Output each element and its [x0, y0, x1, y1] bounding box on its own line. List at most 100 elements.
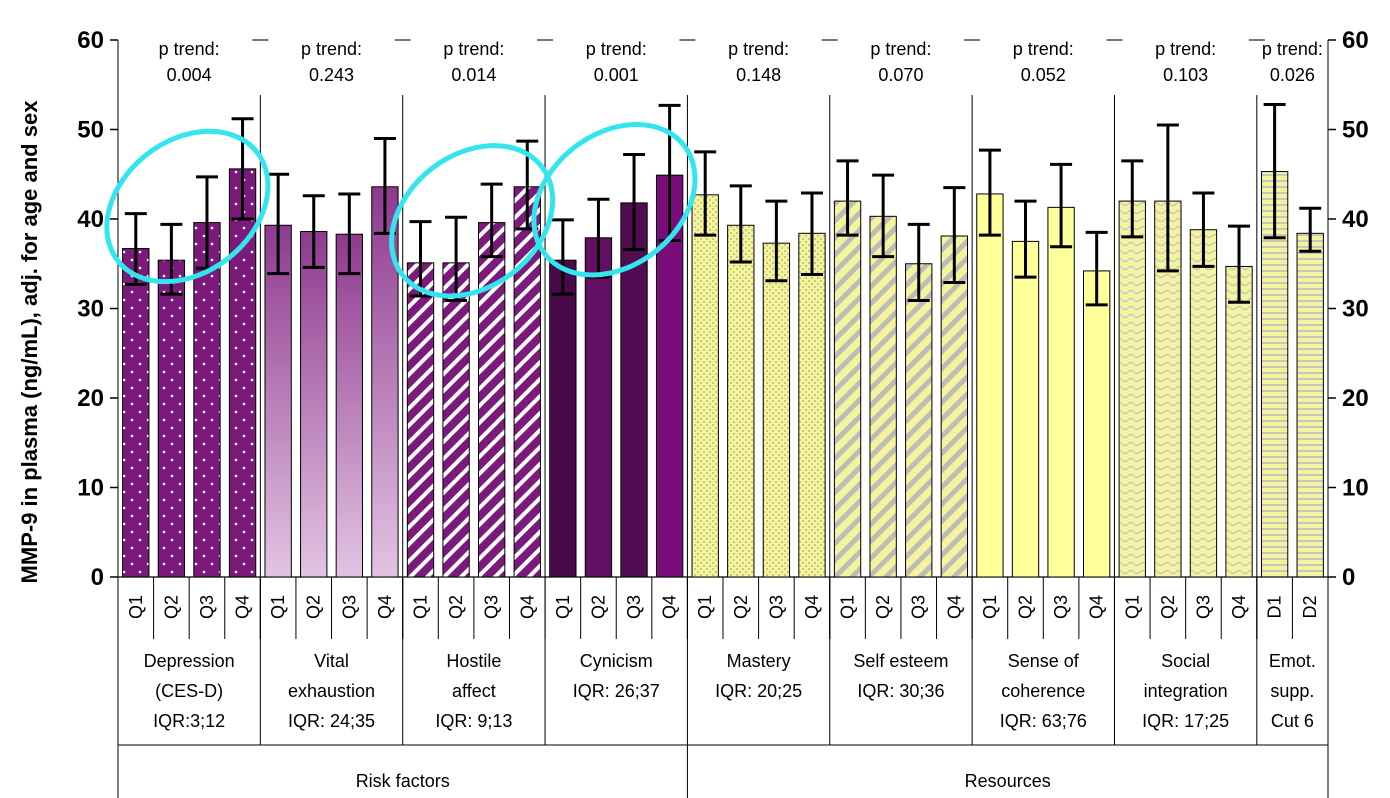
- bar: [406, 262, 435, 578]
- supergroup-label: Resources: [965, 771, 1051, 791]
- bar: [727, 224, 755, 578]
- bar: [442, 262, 470, 578]
- category-label: Q1: [695, 595, 715, 619]
- category-label: Q2: [1016, 595, 1036, 619]
- group-label: Vital: [314, 651, 349, 671]
- p-trend-label: p trend:: [443, 39, 504, 59]
- category-label: Q1: [980, 595, 1000, 619]
- group-label: (CES-D): [155, 681, 223, 701]
- bar: [264, 224, 292, 578]
- p-trend-label: 0.004: [167, 65, 212, 85]
- group-label: Hostile: [446, 651, 501, 671]
- group-label: IQR: 9;13: [435, 711, 512, 731]
- category-label: Q1: [126, 595, 146, 619]
- bar: [976, 193, 1004, 578]
- p-trend-label: 0.001: [594, 65, 639, 85]
- p-trend-label: p trend:: [728, 39, 789, 59]
- y-tick-label-right: 40: [1342, 206, 1369, 233]
- bar: [1118, 200, 1146, 578]
- p-trend-label: p trend:: [586, 39, 647, 59]
- category-label: Q3: [624, 595, 644, 619]
- category-label: Q4: [233, 595, 253, 619]
- bar: [157, 259, 186, 578]
- y-tick-label-right: 10: [1342, 475, 1369, 502]
- bar: [905, 263, 933, 578]
- group-label: Self esteem: [853, 651, 948, 671]
- category-label: D2: [1300, 595, 1320, 618]
- group-label: Depression: [144, 651, 235, 671]
- y-tick-label-left: 40: [77, 206, 104, 233]
- group-label: Sense of: [1008, 651, 1080, 671]
- p-trend-label: p trend:: [159, 39, 220, 59]
- bar: [691, 194, 719, 578]
- group-label: Social: [1161, 651, 1210, 671]
- category-label: Q1: [553, 595, 573, 619]
- group-label: Cynicism: [580, 651, 653, 671]
- bar: [584, 237, 613, 578]
- category-label: Q4: [517, 595, 537, 619]
- bar: [798, 232, 826, 578]
- p-trend-label: 0.103: [1163, 65, 1208, 85]
- y-tick-label-left: 50: [77, 117, 104, 144]
- category-label: Q1: [268, 595, 288, 619]
- y-tick-label-right: 60: [1342, 27, 1369, 54]
- group-label: IQR: 63;76: [1000, 711, 1087, 731]
- y-tick-label-left: 10: [77, 475, 104, 502]
- bars-layer: [122, 102, 1324, 578]
- p-trend-label: p trend:: [1262, 39, 1323, 59]
- bar: [940, 235, 968, 578]
- group-label: IQR: 20;25: [715, 681, 802, 701]
- group-label: affect: [452, 681, 496, 701]
- group-label: IQR: 26;37: [573, 681, 660, 701]
- category-label: Q3: [909, 595, 929, 619]
- p-trend-label: 0.243: [309, 65, 354, 85]
- category-label: Q3: [482, 595, 502, 619]
- category-label: D1: [1265, 595, 1285, 618]
- bar: [762, 242, 791, 578]
- group-label: Cut 6: [1271, 711, 1314, 731]
- category-label: Q2: [873, 595, 893, 619]
- bar: [1083, 270, 1111, 578]
- y-tick-label-left: 20: [77, 385, 104, 412]
- highlight-ellipse: [104, 128, 271, 285]
- p-trend-label: 0.014: [451, 65, 496, 85]
- category-label: Q1: [1122, 595, 1142, 619]
- bar: [335, 233, 363, 578]
- category-label: Q1: [411, 595, 431, 619]
- bar: [122, 248, 150, 578]
- category-label: Q4: [660, 595, 680, 619]
- bar: [549, 259, 577, 578]
- p-trend-label: 0.052: [1021, 65, 1066, 85]
- category-label: Q1: [838, 595, 858, 619]
- y-tick-label-right: 20: [1342, 385, 1369, 412]
- y-axis-title: MMP-9 in plasma (ng/mL), adj. for age an…: [17, 100, 42, 584]
- bar: [478, 222, 506, 578]
- group-label: IQR: 24;35: [288, 711, 375, 731]
- category-label: Q3: [1193, 595, 1213, 619]
- y-tick-label-right: 0: [1342, 564, 1355, 591]
- group-label: Emot.: [1269, 651, 1316, 671]
- highlight-ellipses: [104, 122, 698, 299]
- y-tick-label-left: 30: [77, 296, 104, 323]
- category-label: Q3: [766, 595, 786, 619]
- y-tick-label-left: 60: [77, 27, 104, 54]
- category-label: Q4: [375, 595, 395, 619]
- category-label: Q4: [802, 595, 822, 619]
- bar: [300, 231, 328, 578]
- bar: [1047, 206, 1075, 578]
- bar: [193, 222, 221, 578]
- p-trend-label: p trend:: [1155, 39, 1216, 59]
- category-label: Q3: [197, 595, 217, 619]
- highlight-ellipse: [531, 122, 698, 278]
- bar: [1296, 232, 1324, 578]
- bar: [1225, 265, 1253, 578]
- category-label: Q3: [1051, 595, 1071, 619]
- supergroup-label: Risk factors: [356, 771, 450, 791]
- category-label: Q4: [1087, 595, 1107, 619]
- bar: [833, 200, 862, 578]
- p-trend-label: 0.026: [1270, 65, 1315, 85]
- y-tick-label-right: 30: [1342, 296, 1369, 323]
- category-label: Q3: [339, 595, 359, 619]
- p-trend-label: p trend:: [870, 39, 931, 59]
